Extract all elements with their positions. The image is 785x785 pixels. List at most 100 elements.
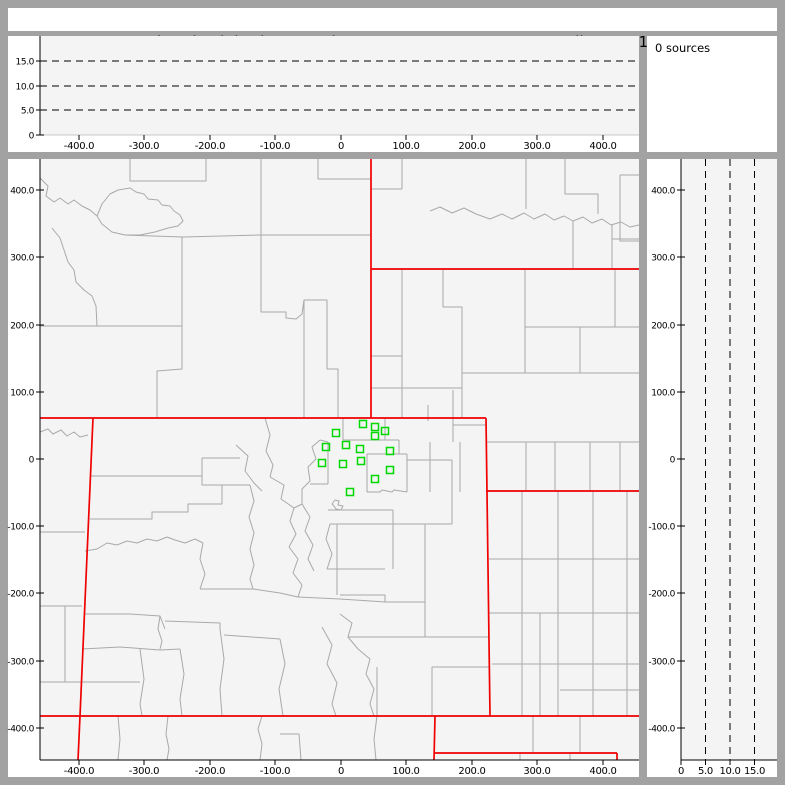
x-tick-label: 400.0: [589, 766, 616, 777]
sources-count-panel: 0 sources: [647, 36, 777, 152]
plan-view-map-plot[interactable]: 400.0 300.0 200.0 100.0 0 -100.0 -200.0 -300.0 -…: [7, 159, 639, 777]
county-border-line: [297, 596, 386, 603]
lma-stations: [317, 419, 395, 497]
y-tick-label: -200.0: [648, 590, 675, 600]
y-tick-label: 0: [29, 132, 35, 142]
county-border-line: [325, 523, 333, 570]
county-border-line: [252, 588, 299, 598]
county-border-line: [339, 613, 359, 650]
x-tick-label: -300.0: [129, 766, 159, 777]
x-tick-label: -400.0: [64, 141, 94, 152]
y-tick-label: 0: [670, 456, 676, 466]
y-tick-label: 300.0: [10, 254, 34, 264]
lma-station-marker: [355, 444, 365, 454]
y-tick-label: -100.0: [648, 523, 675, 533]
county-border-line: [164, 620, 221, 629]
x-tick-label: -400.0: [64, 766, 94, 777]
window-title: Colorado Lightning Mapping Array 0300-04…: [8, 8, 777, 51]
x-tick-label: 200.0: [458, 141, 485, 152]
state-border-line: [433, 715, 436, 760]
x-tick-label: 0: [338, 141, 344, 152]
lma-station-marker: [356, 456, 366, 466]
y-tick-label: 15.0: [16, 58, 35, 68]
x-tick-label: -300.0: [129, 141, 159, 152]
plan-view-map-panel[interactable]: 400.0 300.0 200.0 100.0 0 -100.0 -200.0 -300.0 -…: [7, 159, 639, 777]
lma-station-marker: [338, 459, 348, 469]
county-border-line: [201, 458, 250, 486]
lma-station-marker: [370, 431, 380, 441]
y-tick-label: -100.0: [7, 523, 34, 533]
county-border-line: [442, 269, 463, 418]
x-tick-label: -100.0: [260, 141, 290, 152]
state-borders: [40, 159, 639, 760]
county-border-line: [340, 594, 425, 603]
county-border-line: [90, 503, 222, 520]
lma-station-marker: [370, 474, 380, 484]
county-border-line: [156, 237, 183, 418]
county-border-line: [619, 175, 639, 242]
y-tick-label: -300.0: [648, 658, 675, 668]
y-tick-label: 100.0: [651, 389, 675, 399]
county-border-line: [301, 439, 321, 504]
y-tick-label: 200.0: [651, 322, 675, 332]
county-border-line: [165, 715, 170, 760]
x-tick-label: 100.0: [392, 141, 419, 152]
county-border-line: [51, 227, 98, 327]
sources-count-label: 0 sources: [655, 41, 711, 55]
altitude-north-south-plot[interactable]: 400.0 300.0 200.0 100.0 0 -100.0 -200.0 -300.0 -…: [647, 159, 777, 777]
county-border-line: [280, 733, 302, 760]
county-border-line: [248, 484, 255, 590]
x-tick-label: 10.0: [719, 766, 740, 777]
county-border-line: [429, 206, 491, 220]
lma-station-marker: [358, 419, 368, 429]
x-tick-label: 200.0: [458, 766, 485, 777]
altitude-north-south-panel[interactable]: 400.0 300.0 200.0 100.0 0 -100.0 -200.0 -300.0 -…: [647, 159, 777, 777]
county-border-line: [199, 542, 206, 590]
county-border-line: [269, 476, 303, 509]
county-border-line: [367, 489, 408, 493]
x-tick-label: 300.0: [523, 141, 550, 152]
county-border-line: [223, 634, 281, 640]
county-border-line: [317, 159, 371, 180]
county-border-line: [278, 638, 286, 717]
y-tick-label: 10.0: [16, 83, 35, 93]
plot-background: [40, 159, 639, 760]
county-border-line: [304, 299, 339, 418]
county-border-line: [257, 715, 263, 760]
y-tick-label: 400.0: [10, 187, 34, 197]
county-border-line: [288, 507, 297, 548]
y-tick-label: 5.0: [21, 107, 35, 117]
county-border-line: [321, 626, 338, 717]
county-border-line: [84, 536, 204, 552]
y-tick-label: -400.0: [7, 725, 34, 735]
county-border-line: [301, 503, 315, 572]
lma-station-marker: [341, 440, 351, 450]
y-tick-label: 400.0: [651, 187, 675, 197]
lma-station-marker: [345, 487, 355, 497]
lma-station-marker: [385, 465, 395, 475]
x-tick-label: 5.0: [698, 766, 713, 777]
county-border-line: [117, 715, 121, 760]
x-tick-label: 400.0: [589, 141, 616, 152]
county-border-line: [40, 177, 98, 217]
altitude-east-west-plot[interactable]: 15.0 10.0 5.0 0 -400.0 -300.0 -200.0 -100.0 0 100…: [8, 36, 639, 152]
county-border-line: [85, 613, 166, 630]
county-border-line: [40, 428, 89, 438]
x-tick-label: -100.0: [260, 766, 290, 777]
county-border-line: [129, 159, 207, 182]
state-border-line: [77, 417, 94, 760]
lma-station-marker: [370, 422, 380, 432]
altitude-east-west-panel[interactable]: 15.0 10.0 5.0 0 -400.0 -300.0 -200.0 -100.0 0 100…: [8, 36, 639, 152]
county-border-line: [179, 648, 185, 717]
y-tick-label: 0: [29, 456, 35, 466]
x-tick-label: 0: [678, 766, 684, 777]
county-border-line: [260, 159, 305, 418]
y-tick-label: -200.0: [7, 590, 34, 600]
county-border-line: [489, 212, 639, 228]
x-tick-label: 0: [338, 766, 344, 777]
county-border-line: [124, 234, 371, 238]
lma-station-marker: [380, 426, 390, 436]
county-border-line: [264, 417, 274, 478]
county-border-line: [157, 615, 163, 650]
y-tick-label: 200.0: [10, 322, 34, 332]
